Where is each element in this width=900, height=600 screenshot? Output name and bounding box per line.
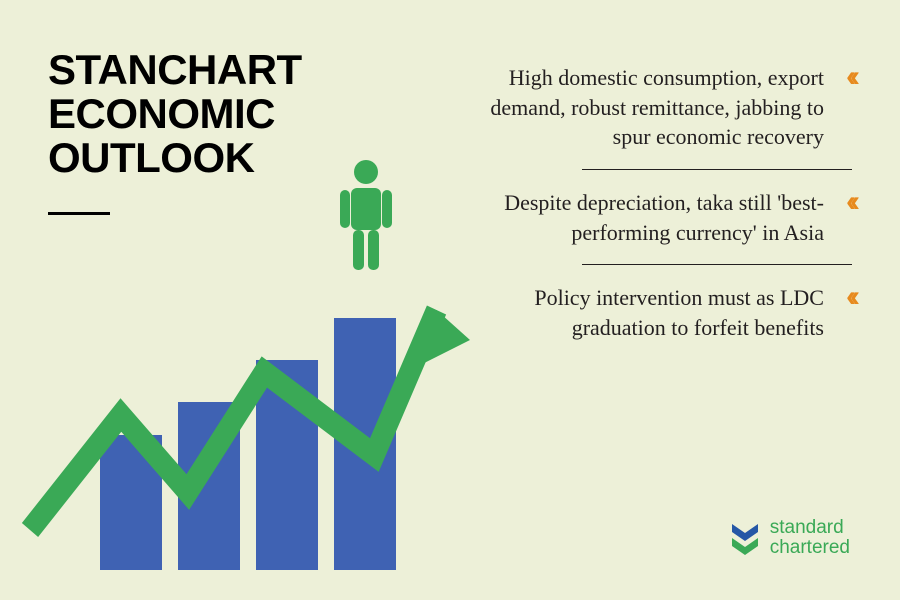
page-title: STANCHART ECONOMIC OUTLOOK [48, 48, 302, 180]
logo-text-line-2: chartered [770, 538, 850, 558]
bullet-text: Despite depreciation, taka still 'best-p… [504, 190, 824, 245]
logo-text-line-1: standard [770, 518, 850, 538]
arrow-line [30, 310, 437, 530]
standard-chartered-logo: standard chartered [728, 518, 850, 558]
logo-chevron-blue [732, 524, 758, 541]
title-underline [48, 212, 110, 215]
title-line-3: OUTLOOK [48, 136, 302, 180]
logo-text: standard chartered [770, 518, 850, 558]
title-line-1: STANCHART [48, 48, 302, 92]
quote-marker-icon: ‹‹ [846, 182, 854, 223]
bullet-text: Policy intervention must as LDC graduati… [534, 285, 824, 340]
growth-chart [30, 270, 450, 570]
bullet-item-1: ‹‹ High domestic consumption, export dem… [452, 45, 852, 170]
trend-arrow [30, 260, 470, 580]
person-icon [336, 160, 396, 270]
bullet-text: High domestic consumption, export demand… [490, 65, 824, 149]
quote-marker-icon: ‹‹ [846, 57, 854, 98]
bullet-item-2: ‹‹ Despite depreciation, taka still 'bes… [452, 170, 852, 265]
bullet-list: ‹‹ High domestic consumption, export dem… [452, 45, 852, 361]
logo-mark-icon [728, 518, 762, 558]
title-line-2: ECONOMIC [48, 92, 302, 136]
quote-marker-icon: ‹‹ [846, 277, 854, 318]
bullet-item-3: ‹‹ Policy intervention must as LDC gradu… [452, 265, 852, 360]
